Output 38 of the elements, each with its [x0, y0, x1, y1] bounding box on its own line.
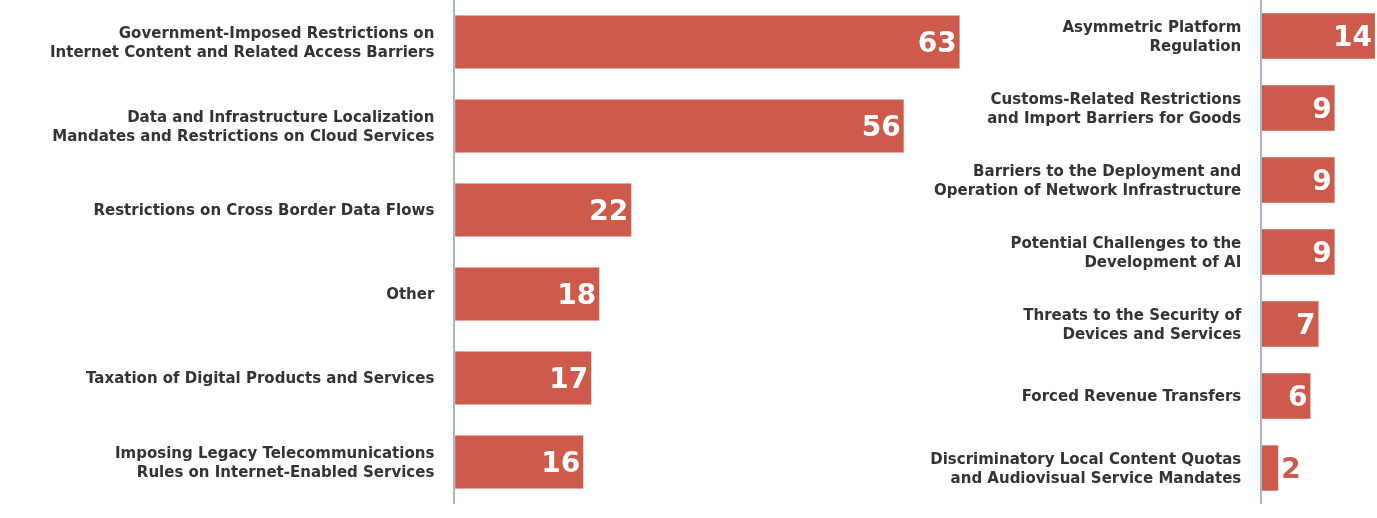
- data-label: 6: [1287, 379, 1308, 413]
- data-label: 16: [541, 445, 581, 479]
- y-tick-label: Forced Revenue Transfers: [1021, 387, 1242, 406]
- data-label: 9: [1312, 163, 1332, 197]
- data-label: 56: [861, 109, 901, 143]
- y-tick-label: Other: [386, 285, 435, 304]
- bar: [1262, 301, 1319, 347]
- y-tick-label: Threats to the Security of Devices and Services: [1023, 305, 1242, 344]
- y-tick-label: Restrictions on Cross Border Data Flows: [93, 201, 435, 220]
- data-label: 2: [1281, 451, 1301, 485]
- data-label: 18: [557, 277, 597, 311]
- y-tick-label: Barriers to the Deployment and Operation of Network Infrastructure: [934, 161, 1242, 200]
- y-tick-label: Data and Infrastructure Localization Mandates and Restrictions on Cloud Services: [52, 107, 435, 145]
- bar: [1262, 229, 1335, 275]
- y-tick-label: Taxation of Digital Products and Services: [86, 369, 435, 388]
- bar: [1262, 445, 1279, 491]
- bar: [1262, 85, 1335, 131]
- bar: [1262, 13, 1375, 59]
- y-tick-label: Discriminatory Local Content Quotas and Audiovisual Service Mandates: [930, 449, 1242, 488]
- data-label: 7: [1296, 307, 1316, 341]
- bar: [455, 99, 904, 153]
- bar: [455, 351, 592, 405]
- bar: [455, 267, 600, 321]
- bar: [455, 183, 632, 237]
- data-label: 22: [589, 193, 629, 227]
- bar: [455, 435, 584, 489]
- data-label: 63: [917, 25, 957, 59]
- data-label: 9: [1312, 91, 1332, 125]
- bar: [455, 15, 960, 69]
- data-label: 14: [1332, 19, 1372, 53]
- y-tick-label: Potential Challenges to the Development of AI: [1010, 233, 1242, 272]
- y-tick-label: Customs-Related Restrictions and Import Barriers for Goods: [987, 89, 1242, 127]
- data-label: 17: [549, 361, 589, 395]
- y-tick-label: Government-Imposed Restrictions on Internet Content and Related Access Barriers: [50, 23, 435, 61]
- y-tick-label: Imposing Legacy Telecommunications Rules on Internet-Enabled Services: [114, 443, 435, 482]
- data-label: 9: [1312, 235, 1332, 269]
- y-tick-label: Asymmetric Platform Regulation: [1062, 17, 1242, 55]
- bar: [1262, 157, 1335, 203]
